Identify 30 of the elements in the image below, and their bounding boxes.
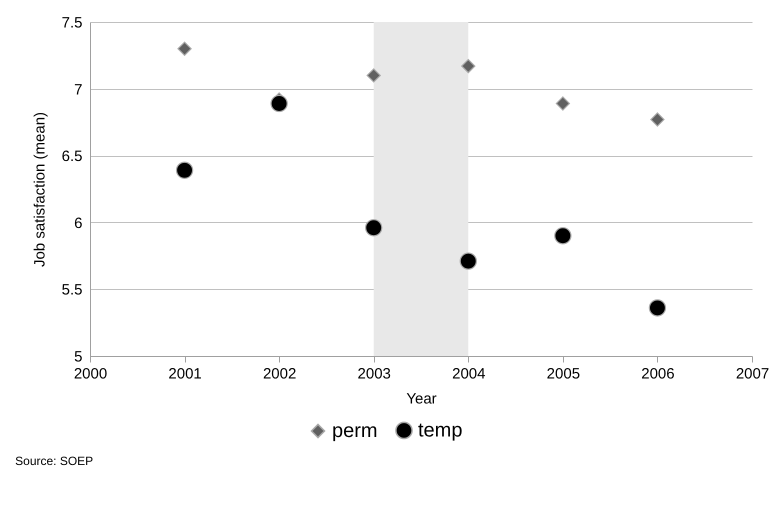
y-axis-title: Job satisfaction (mean) bbox=[32, 112, 49, 268]
legend-label: temp bbox=[418, 419, 462, 442]
point bbox=[650, 112, 665, 127]
x-tick-label: 2007 bbox=[736, 366, 770, 382]
x-tick-label: 2006 bbox=[641, 366, 675, 382]
x-axis-title: Year bbox=[406, 390, 437, 408]
point bbox=[365, 219, 382, 236]
x-tick-label: 2002 bbox=[262, 366, 296, 382]
point bbox=[648, 299, 666, 317]
point bbox=[461, 58, 476, 74]
y-tick-label: 5 bbox=[74, 348, 82, 366]
legend-label: perm bbox=[332, 420, 378, 442]
source-note: Source: SOEP bbox=[15, 454, 94, 468]
point bbox=[366, 68, 381, 83]
x-tick-label: 2004 bbox=[452, 366, 486, 382]
point bbox=[460, 252, 477, 270]
x-tick-label: 2005 bbox=[546, 366, 580, 382]
y-tick-label: 5.5 bbox=[62, 282, 82, 299]
x-tick-label: 2000 bbox=[74, 366, 108, 382]
x-tick-label: 2001 bbox=[168, 366, 202, 382]
x-tick-label: 2003 bbox=[358, 366, 391, 382]
point bbox=[556, 96, 570, 111]
y-tick-label: 6.5 bbox=[62, 148, 82, 166]
point bbox=[554, 227, 572, 244]
y-tick-label: 6 bbox=[74, 214, 82, 232]
point bbox=[177, 42, 192, 56]
point bbox=[176, 162, 194, 179]
point bbox=[270, 94, 288, 112]
y-tick-label: 7.5 bbox=[62, 14, 82, 32]
y-tick-label: 7 bbox=[74, 81, 82, 98]
